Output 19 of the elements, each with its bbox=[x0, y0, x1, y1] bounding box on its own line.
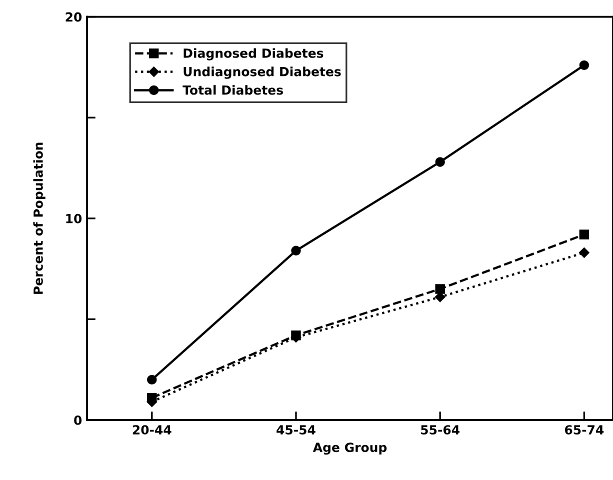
legend-label: Diagnosed Diabetes bbox=[184, 48, 324, 60]
point bbox=[291, 246, 301, 256]
point bbox=[435, 284, 445, 294]
point bbox=[579, 60, 590, 70]
legend-label: Undiagnosed Diabetes bbox=[184, 66, 341, 79]
x-axis-title: Age Group bbox=[312, 442, 387, 455]
point bbox=[579, 248, 590, 258]
y-axis-title: Percent of Population bbox=[33, 142, 46, 294]
point bbox=[435, 157, 445, 167]
point bbox=[579, 230, 590, 240]
y-tick-label: 10 bbox=[66, 214, 82, 224]
x-tick-label: 45-54 bbox=[276, 425, 316, 435]
x-tick-label: 65-74 bbox=[564, 425, 604, 435]
x-tick-label: 20-44 bbox=[132, 425, 172, 435]
y-tick-label: 0 bbox=[74, 415, 82, 425]
x-tick-label: 55-64 bbox=[421, 425, 460, 435]
legend-label: Total Diabetes bbox=[182, 85, 283, 95]
point bbox=[147, 374, 157, 385]
y-tick-label: 20 bbox=[66, 12, 82, 22]
